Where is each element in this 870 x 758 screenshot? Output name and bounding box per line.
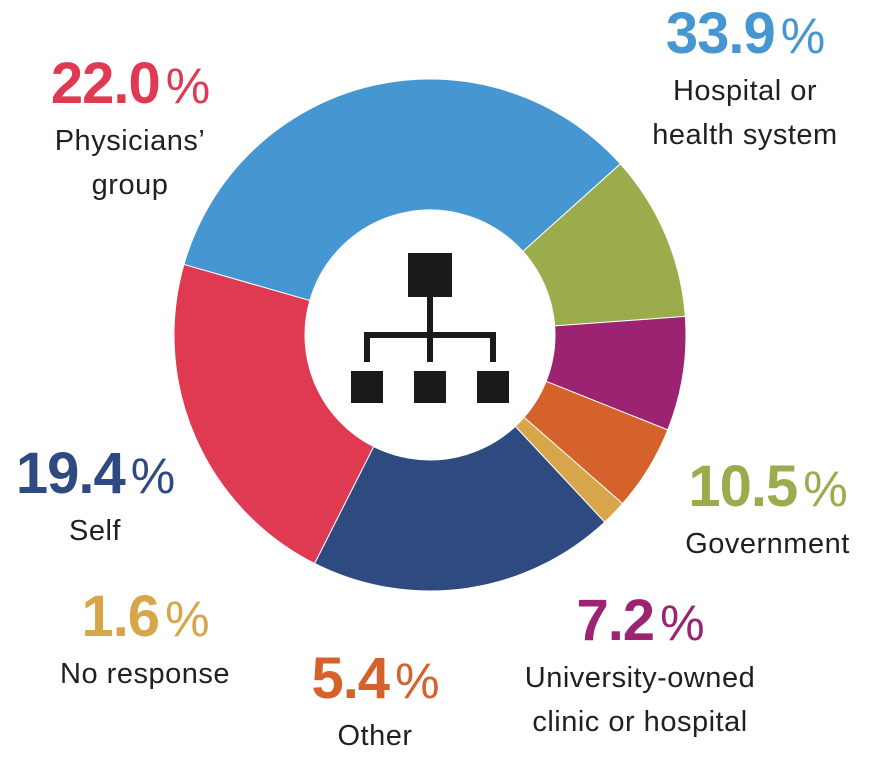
category-label: University-owned clinic or hospital (524, 662, 756, 738)
label-no-response: 1.6% No response (30, 588, 260, 696)
value-label: 10.5% (688, 454, 847, 519)
label-government: 10.5% Government (665, 458, 870, 566)
label-university: 7.2% University-owned clinic or hospital (495, 592, 785, 744)
value-label: 5.4% (311, 646, 439, 711)
value-label: 22.0% (50, 51, 210, 116)
category-label: Physicians’ group (54, 125, 206, 201)
label-self: 19.4% Self (0, 445, 190, 553)
value-label: 7.2% (576, 588, 704, 653)
category-label: Hospital or health system (652, 75, 838, 151)
category-label: Other (337, 720, 413, 752)
label-other: 5.4% Other (290, 650, 460, 758)
donut-slices (173, 78, 687, 592)
label-hospital: 33.9% Hospital or health system (620, 5, 870, 157)
label-physicians-group: 22.0% Physicians’ group (5, 55, 255, 207)
value-label: 33.9% (665, 1, 825, 66)
category-label: Government (685, 528, 850, 560)
category-label: Self (69, 515, 121, 547)
org-chart-icon (351, 253, 509, 403)
value-label: 19.4% (15, 441, 175, 506)
category-label: No response (60, 658, 230, 690)
value-label: 1.6% (81, 584, 209, 649)
